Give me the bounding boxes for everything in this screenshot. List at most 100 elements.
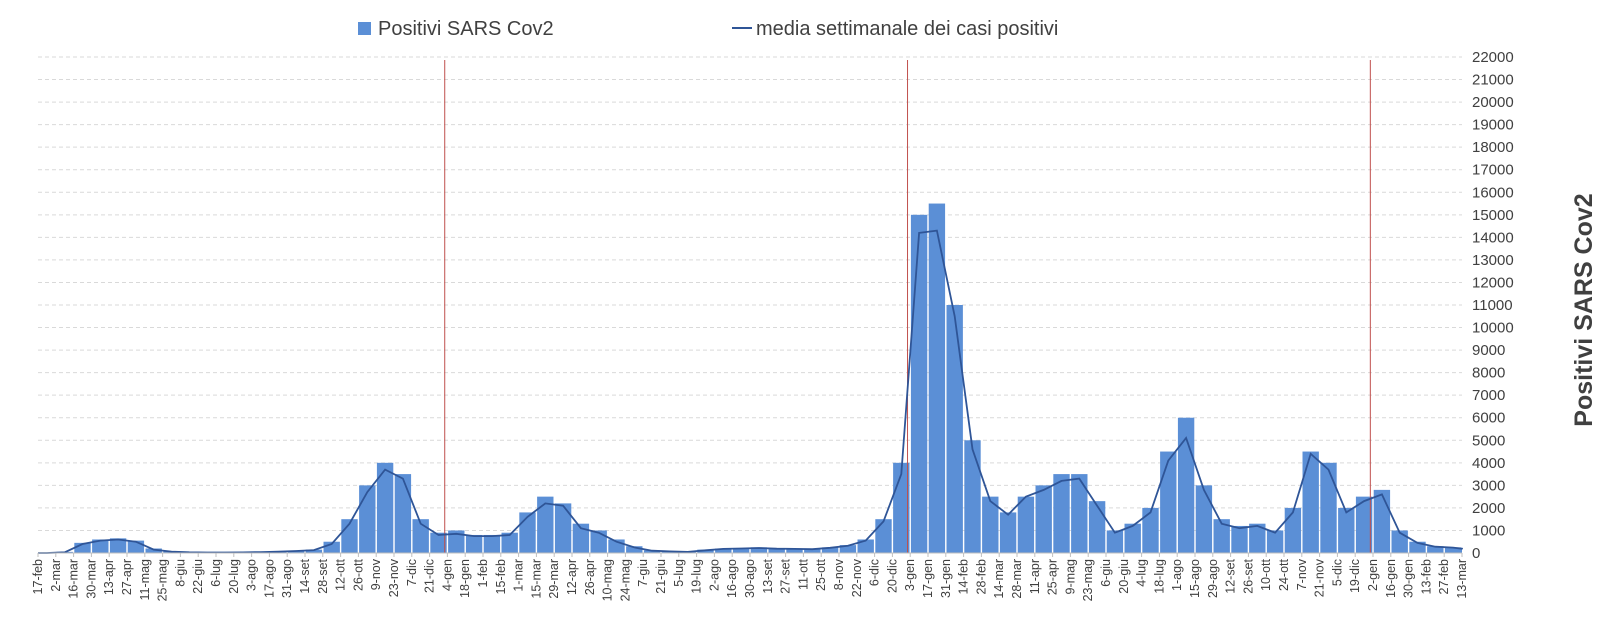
y-tick-label: 3000 (1472, 477, 1505, 494)
bar (1391, 530, 1408, 553)
x-tick-label: 2-gen (1366, 559, 1380, 591)
x-tick-label: 29-ago (1206, 559, 1220, 598)
x-tick-label: 2-ago (707, 559, 721, 591)
bar (448, 530, 465, 553)
bar (465, 534, 483, 553)
bar (715, 548, 732, 553)
x-tick-label: 28-mar (1010, 559, 1024, 599)
bar (1053, 474, 1070, 553)
x-tick-label: 27-apr (120, 559, 134, 595)
y-tick-label: 12000 (1472, 274, 1514, 291)
x-tick-label: 9-nov (369, 558, 383, 590)
x-tick-label: 6-lug (209, 559, 223, 587)
y-tick-label: 14000 (1472, 229, 1514, 246)
x-tick-label: 7-giu (636, 559, 650, 587)
bar (1355, 496, 1373, 553)
x-tick-label: 23-mag (1081, 559, 1095, 601)
y-tick-label: 10000 (1472, 320, 1514, 337)
bar (750, 547, 768, 553)
x-tick-label: 29-mar (547, 559, 561, 599)
x-tick-label: 26-ott (351, 558, 365, 590)
x-tick-label: 13-mar (1455, 559, 1469, 599)
y-tick-label: 2000 (1472, 500, 1505, 517)
bar (1195, 485, 1213, 553)
bar (501, 532, 518, 553)
bar (74, 542, 91, 553)
bar (1302, 451, 1319, 553)
x-tick-label: 13-apr (102, 559, 116, 595)
bar (964, 440, 981, 553)
y-tick-label: 13000 (1472, 252, 1514, 269)
bar (732, 548, 750, 553)
x-tick-label: 7-dic (405, 559, 419, 586)
gridlines (38, 56, 1462, 531)
x-tick-label: 31-ago (280, 559, 294, 598)
bar (1445, 548, 1462, 553)
bar (1106, 530, 1124, 553)
x-tick-label: 1-ago (1170, 559, 1184, 591)
x-tick-label: 1-feb (476, 559, 490, 588)
x-tick-label: 11-ott (796, 558, 810, 590)
x-tick-label: 17-feb (31, 559, 45, 594)
x-tick-label: 12-set (1224, 558, 1238, 593)
x-tick-label: 3-ago (245, 559, 259, 591)
x-tick-label: 24-ott (1277, 558, 1291, 590)
y-tick-label: 0 (1472, 545, 1480, 562)
y-tick-label: 1000 (1472, 522, 1505, 539)
x-tick-label: 5-lug (672, 559, 686, 587)
y-axis-title: Positivi SARS Cov2 (1570, 193, 1598, 426)
x-tick-label: 24-mag (618, 559, 632, 601)
x-tick-label: 11-apr (1028, 559, 1042, 594)
x-tick-label: 3-gen (903, 559, 917, 591)
y-tick-label: 16000 (1472, 184, 1514, 201)
x-tick-label: 17-ago (262, 559, 276, 598)
x-tick-label: 17-gen (921, 559, 935, 598)
bar (910, 214, 928, 553)
x-axis-ticks: 17-feb 2-mar 16-mar 30-mar 13-apr 27-apr 11-ma… (31, 553, 1469, 601)
bar (786, 548, 803, 553)
bar (359, 485, 376, 553)
x-tick-label: 28-set (316, 558, 330, 593)
x-tick-label: 15-ago (1188, 559, 1202, 598)
x-tick-label: 27-feb (1437, 559, 1451, 594)
y-tick-label: 17000 (1472, 162, 1514, 179)
bar (519, 512, 536, 553)
bar (875, 519, 892, 553)
y-tick-label: 8000 (1472, 365, 1505, 382)
bar (394, 474, 412, 553)
y-tick-label: 6000 (1472, 410, 1505, 427)
bar (1338, 507, 1355, 553)
x-tick-label: 15-feb (494, 559, 508, 594)
x-tick-label: 23-nov (387, 558, 401, 597)
x-tick-label: 28-feb (974, 559, 988, 594)
x-tick-label: 6-dic (868, 559, 882, 586)
x-tick-label: 10-ott (1259, 558, 1273, 590)
bar (305, 549, 323, 553)
x-tick-label: 18-gen (458, 559, 472, 598)
x-tick-label: 25-apr (1046, 559, 1060, 595)
y-tick-label: 22000 (1472, 49, 1514, 66)
y-tick-label: 7000 (1472, 387, 1505, 404)
y-tick-label: 4000 (1472, 455, 1505, 472)
x-tick-label: 26-set (1241, 558, 1255, 593)
x-tick-label: 1-mar (512, 559, 526, 592)
y-tick-label: 5000 (1472, 432, 1505, 449)
x-tick-label: 11-mag (138, 559, 152, 601)
bar (483, 534, 501, 553)
bar (1213, 519, 1230, 553)
legend-bar-swatch (358, 22, 371, 35)
bar (857, 539, 874, 553)
x-tick-label: 10-mag (601, 559, 615, 601)
x-tick-label: 14-feb (957, 559, 971, 594)
bar (109, 538, 127, 553)
x-tick-label: 30-ago (743, 559, 757, 598)
legend: Positivi SARS Cov2 media settimanale dei… (358, 18, 1058, 40)
weekly-average-line (38, 229, 1463, 554)
bar (430, 532, 447, 553)
y-tick-label: 11000 (1472, 297, 1513, 314)
bar (626, 546, 643, 553)
x-tick-label: 5-dic (1330, 559, 1344, 586)
x-tick-label: 20-giu (1117, 559, 1131, 594)
x-tick-label: 9-mag (1063, 559, 1077, 594)
